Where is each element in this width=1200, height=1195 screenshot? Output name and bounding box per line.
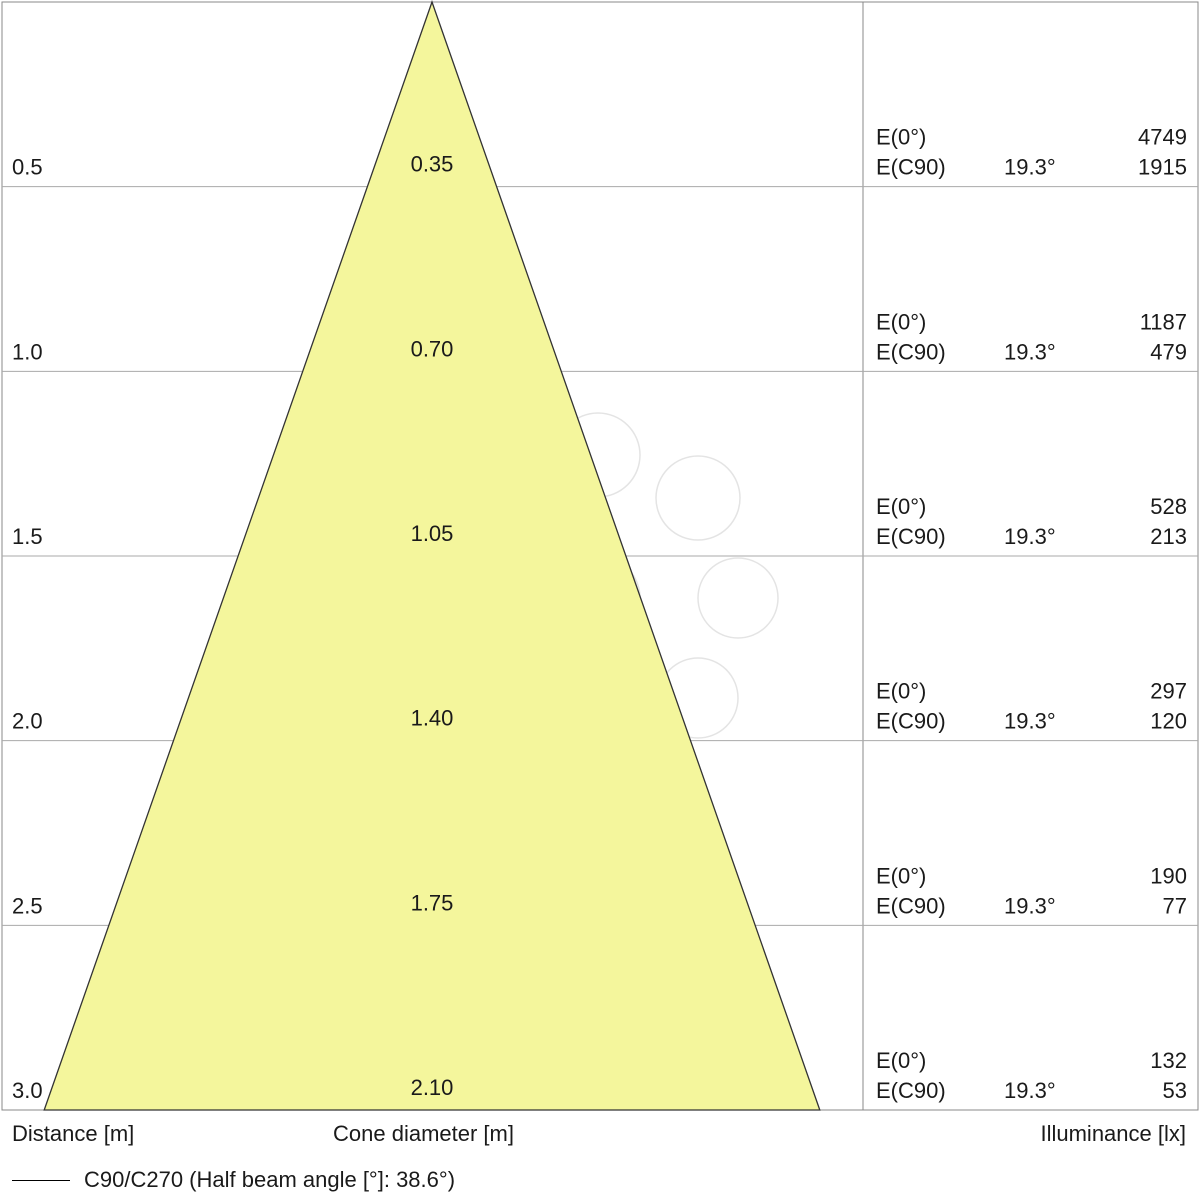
ec90-value: 1915 (1138, 155, 1187, 180)
e0-label: E(0°) (876, 309, 926, 334)
e0-label: E(0°) (876, 863, 926, 888)
e0-value: 297 (1150, 679, 1187, 704)
cone-diameter-axis-label: Cone diameter [m] (333, 1121, 514, 1146)
angle-value: 19.3° (1004, 1078, 1056, 1103)
angle-value: 19.3° (1004, 155, 1056, 180)
angle-value: 19.3° (1004, 339, 1056, 364)
ec90-value: 479 (1150, 339, 1187, 364)
distance-tick-label: 2.5 (12, 893, 43, 918)
distance-tick-label: 1.0 (12, 339, 43, 364)
ec90-value: 53 (1163, 1078, 1187, 1103)
ec90-value: 77 (1163, 893, 1187, 918)
angle-value: 19.3° (1004, 893, 1056, 918)
cone-diagram: 0.5 0.35 E(0°) 4749 E(C90) 19.3° 1915 1.0 0.70 E(… (1, 0, 1199, 1111)
illuminance-axis-label: Illuminance [lx] (1040, 1121, 1186, 1146)
cone-diameter-label: 1.40 (411, 706, 454, 731)
e0-label: E(0°) (876, 125, 926, 150)
ec90-value: 120 (1150, 709, 1187, 734)
cone-diameter-label: 1.75 (411, 890, 454, 915)
distance-tick-label: 0.5 (12, 155, 43, 180)
e0-value: 190 (1150, 863, 1187, 888)
cone-diameter-label: 2.10 (411, 1075, 454, 1100)
distance-axis-label: Distance [m] (12, 1121, 135, 1146)
ec90-label: E(C90) (876, 524, 946, 549)
e0-label: E(0°) (876, 1048, 926, 1073)
e0-value: 4749 (1138, 125, 1187, 150)
cone-diameter-label: 0.70 (411, 336, 454, 361)
e0-value: 528 (1150, 494, 1187, 519)
ec90-label: E(C90) (876, 893, 946, 918)
ec90-label: E(C90) (876, 155, 946, 180)
distance-tick-label: 2.0 (12, 709, 43, 734)
ec90-label: E(C90) (876, 339, 946, 364)
legend-line-icon (12, 1180, 70, 1181)
cone-diameter-label: 1.05 (411, 521, 454, 546)
angle-value: 19.3° (1004, 524, 1056, 549)
e0-label: E(0°) (876, 494, 926, 519)
cone-diameter-label: 0.35 (411, 152, 454, 177)
distance-tick-label: 3.0 (12, 1078, 43, 1103)
e0-value: 132 (1150, 1048, 1187, 1073)
distance-tick-label: 1.5 (12, 524, 43, 549)
angle-value: 19.3° (1004, 709, 1056, 734)
e0-value: 1187 (1140, 309, 1187, 334)
ec90-label: E(C90) (876, 709, 946, 734)
legend-label: C90/C270 (Half beam angle [°]: 38.6°) (84, 1167, 456, 1192)
cone-area (43, 0, 821, 1111)
ec90-label: E(C90) (876, 1078, 946, 1103)
e0-label: E(0°) (876, 679, 926, 704)
ec90-value: 213 (1150, 524, 1187, 549)
